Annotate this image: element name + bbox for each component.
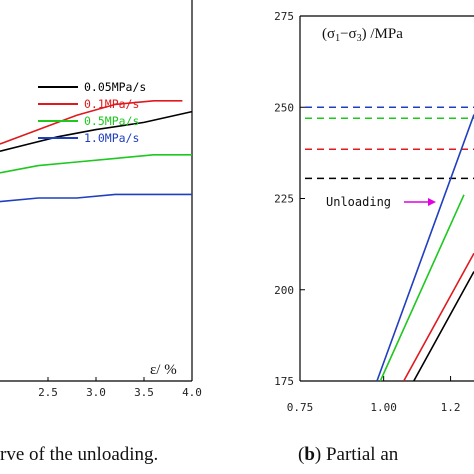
- unloading-annotation: Unloading: [326, 195, 391, 209]
- panel-b-y-label: (σ1−σ3) /MPa: [322, 26, 403, 44]
- panel-b-series-line-2: [403, 252, 474, 382]
- panel-a-x-tick-label-3: 4.0: [182, 386, 202, 399]
- panel-b-caption-text: Partial an: [326, 444, 399, 465]
- panel-a-x-tick-label-0: 2.5: [38, 386, 58, 399]
- panel-b-x-tick-label-1: 1.00: [370, 401, 397, 414]
- panel-a: 2.5 3.0 3.5 4.0 ε/ % 0.05MPa/s 0.1MPa/s 0.5…: [0, 0, 202, 399]
- panel-a-series-line-2: [0, 154, 192, 174]
- panel-b-series-line-0: [376, 114, 474, 382]
- panel-b-y-tick-label-2: 225: [274, 193, 294, 206]
- panel-b-y-tick-label-0: 175: [274, 375, 294, 388]
- panel-a-legend: 0.05MPa/s 0.1MPa/s 0.5MPa/s 1.0MPa/s: [38, 80, 146, 145]
- panel-a-x-tick-label-2: 3.5: [134, 386, 154, 399]
- legend-label-2: 0.5MPa/s: [84, 114, 139, 128]
- panel-b-caption: (b) Partial an: [298, 444, 399, 465]
- panel-b-series-line-3: [413, 271, 474, 382]
- panel-a-x-label: ε/ %: [150, 362, 177, 378]
- panel-b-y-tick-label-4: 275: [274, 10, 294, 23]
- panel-b-y-tick-label-1: 200: [274, 284, 294, 297]
- legend-label-3: 1.0MPa/s: [84, 131, 139, 145]
- panel-b-y-tick-label-3: 250: [274, 101, 294, 114]
- panel-a-series-line-1: [0, 100, 183, 145]
- panel-b-caption-letter: b: [304, 444, 315, 465]
- panel-a-series-line-0: [0, 110, 193, 152]
- legend-label-1: 0.1MPa/s: [84, 97, 139, 111]
- legend-label-0: 0.05MPa/s: [84, 80, 146, 94]
- panel-b-x-tick-label-2: 1.2: [441, 401, 461, 414]
- panel-b-x-tick-label-0: 0.75: [287, 401, 314, 414]
- panel-a-series-line-3: [0, 193, 192, 203]
- panel-b-series-line-1: [379, 194, 465, 382]
- unloading-arrowhead: [428, 198, 436, 206]
- panel-a-caption: rve of the unloading.: [0, 444, 158, 465]
- panel-a-x-tick-label-1: 3.0: [86, 386, 106, 399]
